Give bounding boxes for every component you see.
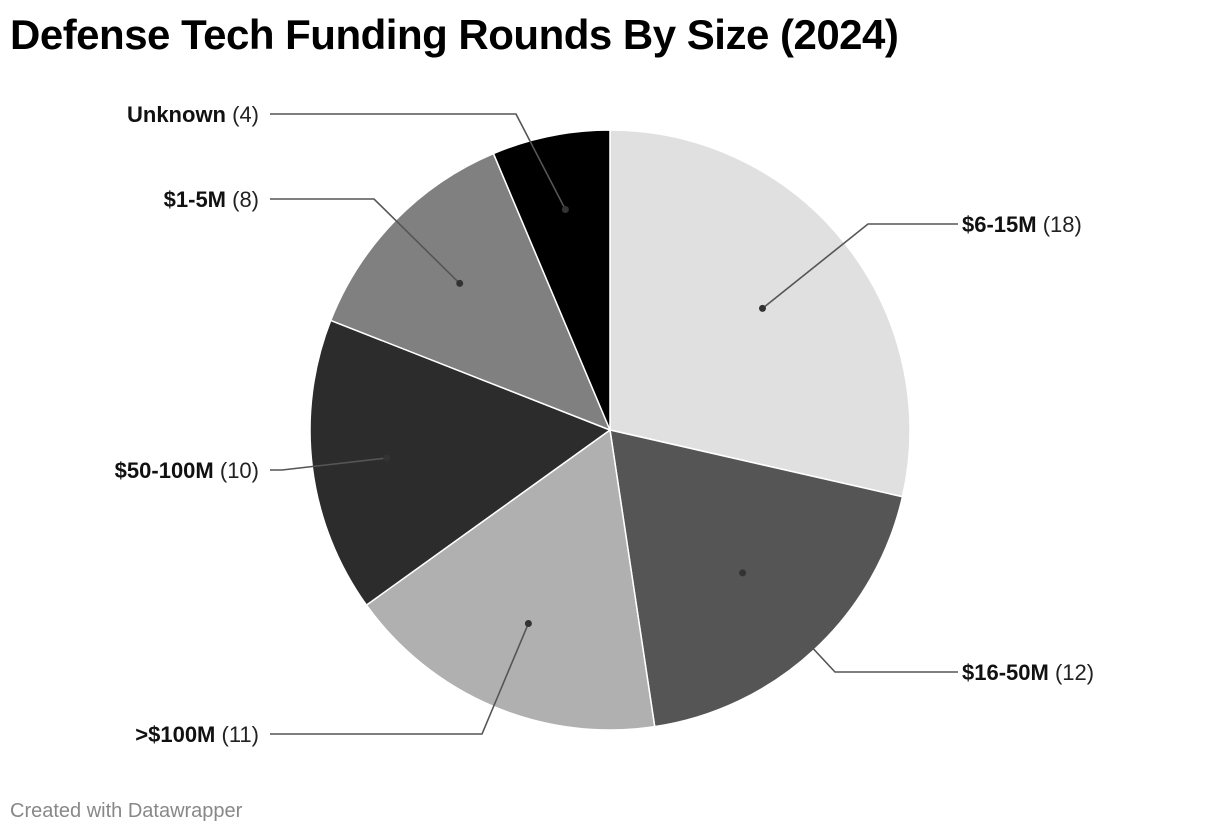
leader-line-50-100m	[270, 457, 387, 471]
slice-label-name: >$100M	[135, 722, 215, 747]
slice-label-name: $6-15M	[962, 212, 1037, 237]
slice-label-unknown: Unknown (4)	[127, 102, 259, 127]
slice-label-count: (10)	[214, 458, 259, 483]
pie-slices	[309, 129, 911, 731]
leader-line-unknown	[270, 113, 567, 210]
slice-label-count: (11)	[215, 722, 259, 747]
slice-label-name: $50-100M	[115, 458, 214, 483]
slice-label-50-100m: $50-100M (10)	[115, 458, 259, 483]
slice-label-16-50m: $16-50M (12)	[962, 660, 1094, 685]
leader-dot-100m	[524, 620, 532, 627]
leader-dot-6-15m	[759, 304, 766, 312]
slice-labels: $6-15M (18) $16-50M (12) >$100M (11) $50-10…	[115, 102, 1094, 747]
leader-line-6-15m	[762, 223, 958, 310]
leader-dot-unknown	[561, 206, 569, 213]
slice-label-name: $16-50M	[962, 660, 1049, 685]
slice-label-count: (12)	[1049, 660, 1094, 685]
slice-label-count: (8)	[226, 187, 259, 212]
leader-line-100m	[270, 623, 530, 735]
slice-label-name: $1-5M	[164, 187, 226, 212]
leader-dot-16-50m	[739, 569, 747, 577]
leader-line-1-5m	[270, 198, 461, 284]
slice-label-1-5m: $1-5M (8)	[164, 187, 259, 212]
leader-dot-1-5m	[456, 279, 464, 287]
slice-label-count: (4)	[226, 102, 259, 127]
slice-label-name: Unknown	[127, 102, 226, 127]
leader-line-16-50m	[742, 572, 958, 673]
chart-title: Defense Tech Funding Rounds By Size (202…	[10, 11, 899, 58]
slice-label-6-15m: $6-15M (18)	[962, 212, 1082, 237]
leader-dot-50-100m	[383, 454, 391, 462]
footer-credit: Created with Datawrapper	[10, 800, 243, 822]
leader-lines	[270, 113, 958, 735]
pie-slice-unknown	[492, 129, 611, 431]
slice-label-100m: >$100M (11)	[135, 722, 259, 747]
slice-label-count: (18)	[1037, 212, 1082, 237]
